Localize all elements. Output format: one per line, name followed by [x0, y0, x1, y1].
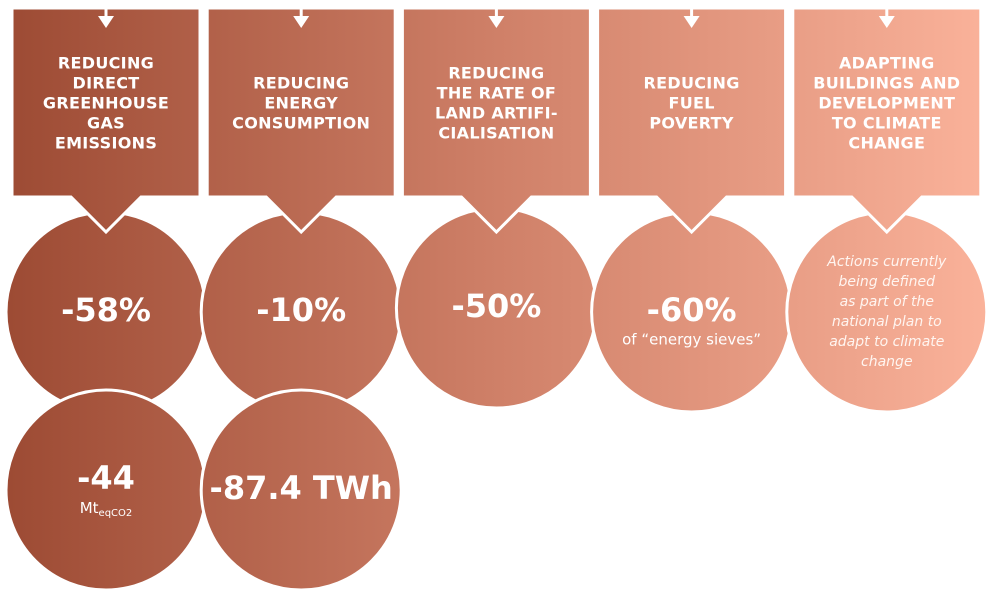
header-box — [791, 6, 983, 235]
header-line: FUEL — [668, 94, 714, 113]
circle-text: Actions currently — [826, 254, 947, 270]
header-line: REDUCING — [448, 64, 544, 83]
header-line: REDUCING — [644, 74, 740, 93]
circle-note: of “energy sieves” — [622, 331, 761, 349]
unit-sub: eqCO2 — [99, 508, 133, 519]
arrow-head — [683, 16, 700, 28]
header-line: GREENHOUSE — [43, 94, 169, 113]
arrow-head — [98, 16, 114, 28]
circle-value: -44 — [77, 459, 135, 497]
circle — [785, 210, 989, 414]
circle-text: as part of the — [840, 294, 934, 310]
header-line: CHANGE — [848, 134, 925, 153]
circle-value: -50% — [451, 287, 541, 325]
circle-text: national plan to — [832, 314, 942, 330]
header-line: LAND ARTIFI- — [435, 104, 558, 123]
arrow-head — [878, 16, 895, 28]
circle-text: being defined — [839, 274, 936, 290]
circle — [199, 388, 403, 589]
circle-value: -87.4 TWh — [210, 469, 393, 507]
circle-text: adapt to climate — [829, 334, 944, 350]
unit: Mt — [80, 499, 99, 517]
header-box — [10, 6, 202, 235]
circle-value: -10% — [256, 291, 346, 329]
circle-value: -58% — [61, 291, 151, 329]
header-line: THE RATE OF — [437, 84, 557, 103]
header-line: ADAPTING — [839, 54, 935, 73]
header-box — [400, 6, 592, 235]
header-line: REDUCING — [58, 54, 154, 73]
header-box — [596, 6, 788, 235]
circle-value: -60% — [647, 291, 737, 329]
header-line: DEVELOPMENT — [818, 94, 955, 113]
header-line: ENERGY — [264, 94, 338, 113]
header-line: POVERTY — [649, 114, 734, 133]
header-line: CONSUMPTION — [232, 114, 370, 133]
header-line: REDUCING — [253, 74, 349, 93]
header-box — [205, 6, 397, 235]
header-line: EMISSIONS — [55, 134, 157, 153]
arrow-head — [488, 16, 505, 28]
header-line: BUILDINGS AND — [813, 74, 960, 93]
arrow-head — [293, 16, 310, 28]
circle-unit: MteqCO2 — [80, 499, 133, 520]
header-line: GAS — [87, 114, 125, 133]
header-line: CIALISATION — [438, 124, 554, 143]
header-line: DIRECT — [73, 74, 140, 93]
circle-text: change — [861, 354, 913, 370]
header-line: TO CLIMATE — [832, 114, 942, 133]
